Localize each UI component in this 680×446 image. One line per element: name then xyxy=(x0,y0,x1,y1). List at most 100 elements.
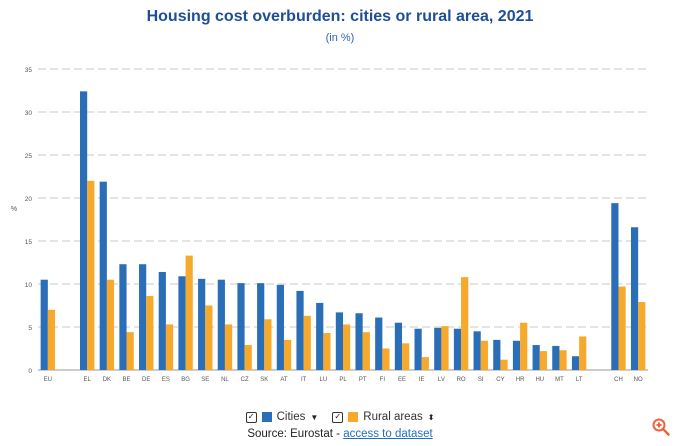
x-tick-label: BE xyxy=(123,377,131,383)
bar-cities-pt xyxy=(355,313,363,370)
cities-label: Cities xyxy=(276,411,306,423)
x-tick-label: HU xyxy=(535,377,544,383)
x-tick-label: CH xyxy=(614,377,623,383)
bar-rural-nl xyxy=(224,324,233,370)
x-tick-label: SI xyxy=(478,377,484,383)
dataset-link[interactable]: access to dataset xyxy=(343,428,433,440)
x-tick-label: RO xyxy=(457,377,466,383)
bar-rural-dk xyxy=(106,279,115,370)
x-tick-label: DK xyxy=(103,377,111,383)
sort-down-icon[interactable]: ▼ xyxy=(310,412,319,422)
x-tick-label: NO xyxy=(634,377,643,383)
x-tick-label: LU xyxy=(319,377,327,383)
legend-item-rural[interactable]: ✓ Rural areas ⬍ xyxy=(332,411,434,423)
bar-cities-hr xyxy=(512,340,521,370)
bar-rural-ie xyxy=(421,357,429,370)
bar-rural-pt xyxy=(362,332,370,370)
bar-rural-es xyxy=(165,324,174,370)
sort-toggle-icon[interactable]: ⬍ xyxy=(427,412,435,422)
y-tick-label: 25 xyxy=(25,153,33,160)
check-icon: ✓ xyxy=(247,412,255,421)
y-tick-label: 20 xyxy=(25,196,33,203)
bar-cities-lt xyxy=(571,356,580,370)
bar-rural-eu xyxy=(47,309,56,370)
x-tick-label: CY xyxy=(496,377,504,383)
bar-rural-ee xyxy=(402,343,410,370)
cities-checkbox[interactable]: ✓ xyxy=(245,411,257,423)
x-tick-label: HR xyxy=(516,377,525,383)
x-tick-label: IT xyxy=(301,377,307,383)
bar-rural-bg xyxy=(185,255,193,370)
bar-rural-si xyxy=(480,340,488,370)
bar-rural-ro xyxy=(461,277,469,370)
bar-cities-dk xyxy=(99,181,107,370)
x-tick-label: MT xyxy=(555,377,564,383)
zoom-icon[interactable] xyxy=(651,417,671,437)
bar-cities-si xyxy=(473,331,481,370)
bar-cities-de xyxy=(139,264,147,370)
rural-label: Rural areas xyxy=(363,411,423,423)
bar-cities-ch xyxy=(611,203,619,370)
x-tick-label: SE xyxy=(201,377,209,383)
legend: ✓ Cities ▼ ✓ Rural areas ⬍ xyxy=(0,411,680,423)
bar-cities-ro xyxy=(453,328,462,370)
bar-cities-se xyxy=(198,278,206,370)
bar-cities-lv xyxy=(434,327,442,370)
bar-cities-be xyxy=(119,264,127,370)
bar-rural-sk xyxy=(264,319,272,370)
bar-cities-el xyxy=(79,91,88,371)
bar-rural-ch xyxy=(618,286,626,370)
x-tick-label: LT xyxy=(576,377,583,383)
y-axis-label: % xyxy=(11,206,17,213)
x-tick-label: SK xyxy=(260,377,268,383)
check-icon: ✓ xyxy=(334,412,342,421)
bar-rural-se xyxy=(205,305,213,370)
bar-cities-hu xyxy=(532,345,540,370)
x-tick-label: AT xyxy=(280,377,288,383)
bar-rural-de xyxy=(146,296,154,370)
y-tick-label: 0 xyxy=(28,368,32,375)
chart-title: Housing cost overburden: cities or rural… xyxy=(146,8,534,25)
legend-item-cities[interactable]: ✓ Cities ▼ xyxy=(245,411,319,423)
bar-rural-hu xyxy=(539,351,547,370)
bar-cities-cy xyxy=(493,339,501,370)
bar-cities-no xyxy=(630,227,639,370)
bar-rural-el xyxy=(87,180,95,370)
bar-cities-at xyxy=(276,284,284,370)
cities-swatch xyxy=(261,412,272,422)
x-tick-label: EL xyxy=(84,377,92,383)
bar-cities-it xyxy=(296,290,304,370)
x-tick-label: EE xyxy=(398,377,406,383)
bar-rural-cy xyxy=(500,359,508,370)
x-tick-label: LV xyxy=(438,377,445,383)
bar-cities-ie xyxy=(414,328,422,370)
bar-rural-hr xyxy=(520,322,528,370)
bar-cities-pl xyxy=(335,312,343,370)
y-tick-label: 30 xyxy=(25,110,33,117)
bar-cities-fi xyxy=(375,317,383,370)
bar-cities-lu xyxy=(316,302,324,370)
source-line: Source: Eurostat - access to dataset xyxy=(0,428,680,440)
x-tick-label: ES xyxy=(162,377,170,383)
x-tick-label: BG xyxy=(181,377,190,383)
x-tick-label: PT xyxy=(359,377,367,383)
bar-cities-mt xyxy=(552,345,560,370)
y-tick-label: 15 xyxy=(25,239,33,246)
bar-cities-es xyxy=(158,271,166,370)
bar-rural-mt xyxy=(559,350,567,370)
y-tick-label: 35 xyxy=(25,67,33,74)
x-tick-label: EU xyxy=(44,377,52,383)
bar-rural-pl xyxy=(343,324,351,370)
bar-cities-cz xyxy=(237,283,245,370)
bar-rural-be xyxy=(126,332,134,370)
rural-swatch xyxy=(348,412,359,422)
x-tick-label: PL xyxy=(339,377,347,383)
bar-cities-ee xyxy=(394,322,403,370)
bar-rural-no xyxy=(638,302,646,370)
bar-rural-at xyxy=(283,339,292,370)
bar-cities-sk xyxy=(257,283,265,370)
y-tick-label: 5 xyxy=(28,325,32,332)
bar-rural-it xyxy=(303,315,311,370)
rural-checkbox[interactable]: ✓ xyxy=(332,411,344,423)
